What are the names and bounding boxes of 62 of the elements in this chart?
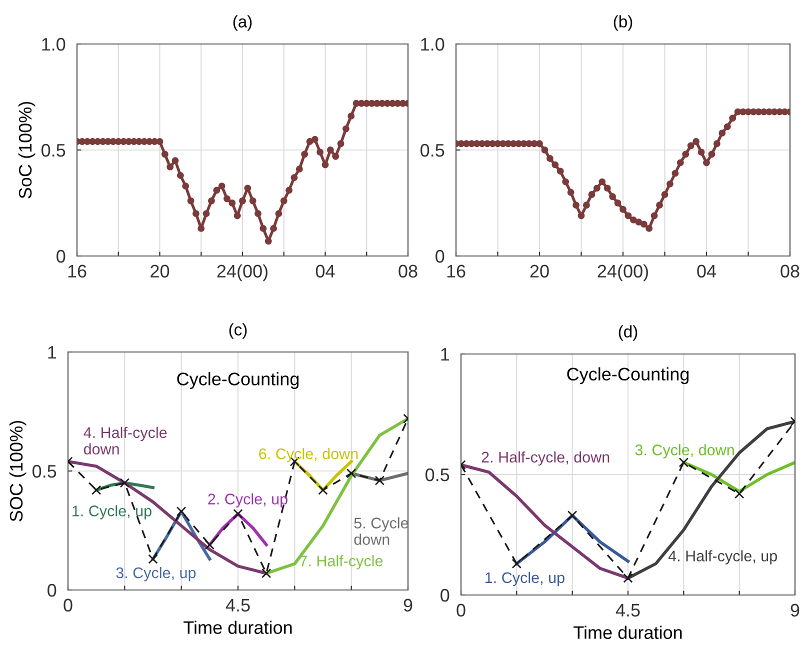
point — [233, 508, 243, 519]
chart-title: (b) — [614, 15, 632, 31]
point — [512, 558, 522, 569]
series-label: 4. Half-cycle down — [84, 426, 167, 454]
x-tick-label: 04 — [697, 264, 716, 278]
point — [678, 458, 689, 468]
point — [120, 478, 130, 488]
chart-title: (c) — [229, 323, 247, 339]
series-label: 2. Half-cycle, down — [482, 451, 610, 466]
point — [346, 468, 356, 478]
x-tick-label: 20 — [530, 264, 549, 278]
x-tick-label: 20 — [150, 264, 170, 278]
y-tick-label: 0 — [48, 584, 56, 597]
x-tick-label: 4.5 — [226, 598, 250, 612]
point — [176, 506, 186, 516]
x-tick-label: 0 — [456, 604, 466, 617]
point — [318, 485, 328, 495]
series-label: 1. Cycle, up — [72, 505, 152, 520]
x-axis-title: Time duration — [574, 626, 682, 639]
y-tick-label: 1 — [441, 348, 450, 361]
y-tick-label: 0 — [436, 250, 444, 263]
x-axis-title: Time duration — [184, 620, 292, 634]
x-tick-label: 24(00) — [598, 264, 648, 282]
point — [261, 568, 272, 578]
point — [374, 476, 385, 486]
y-tick-label: 1.0 — [42, 38, 66, 51]
annotation: Cycle-Counting — [177, 372, 299, 389]
x-tick-label: 24(00) — [217, 264, 268, 282]
x-tick-label: 16 — [447, 264, 466, 278]
x-tick-label: 9 — [790, 604, 800, 617]
x-tick-label: 9 — [404, 598, 412, 612]
y-tick-label: 0.5 — [32, 464, 56, 478]
x-tick-label: 04 — [316, 264, 335, 278]
series-label: 6. Cycle, down — [259, 448, 358, 462]
x-tick-label: 4.5 — [616, 604, 640, 617]
x-tick-label: 08 — [398, 264, 418, 278]
point — [567, 510, 578, 520]
y-tick-label: 1 — [48, 346, 56, 359]
x-tick-label: 08 — [780, 264, 800, 278]
series-label: 2. Cycle, up — [208, 493, 288, 508]
series-label: 4. Half-cycle, up — [668, 550, 777, 564]
series-label: 3. Cycle, down — [635, 444, 734, 458]
annotation: Cycle-Counting — [567, 367, 689, 384]
y-axis-title: SoC (100%) — [18, 102, 36, 198]
series-label: 1. Cycle, up — [486, 572, 564, 586]
y-tick-label: 0.5 — [425, 468, 450, 482]
y-tick-label: 1.0 — [421, 38, 444, 51]
point — [623, 573, 633, 583]
y-tick-label: 0.5 — [41, 144, 66, 157]
point — [204, 540, 215, 550]
y-tick-label: 0 — [56, 250, 66, 263]
series-label: 3. Cycle, up — [116, 567, 196, 582]
point — [734, 488, 744, 499]
y-tick-label: 0.5 — [420, 144, 444, 157]
y-tick-label: 0 — [440, 588, 450, 602]
line-series — [626, 420, 795, 580]
chart-title: (a) — [233, 15, 252, 31]
x-tick-label: 16 — [68, 264, 86, 278]
y-axis-title: SOC (100%) — [9, 420, 26, 522]
point — [91, 485, 102, 495]
chart-title: (d) — [618, 325, 638, 341]
point — [148, 554, 158, 564]
